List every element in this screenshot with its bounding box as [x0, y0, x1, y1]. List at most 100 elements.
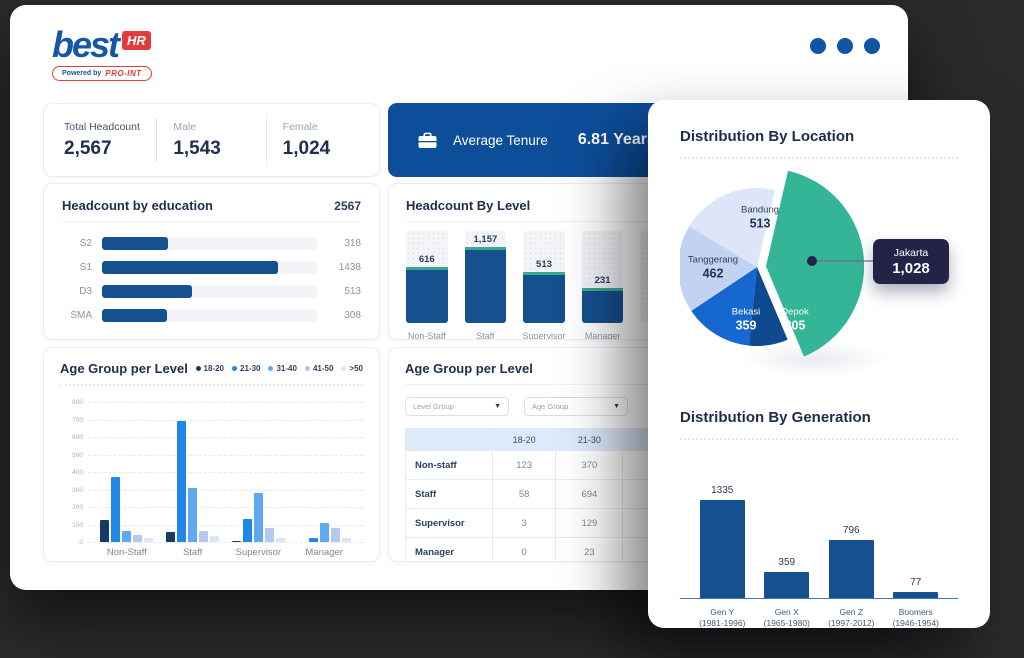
generation-name: Gen X [774, 607, 799, 617]
divider [406, 221, 682, 222]
besthr-logo: best HR Powered by PRO-INT [52, 24, 152, 82]
menu-dot [837, 38, 853, 54]
tenure-label: Average Tenure [453, 132, 548, 148]
distribution-panel: Distribution By Location Jakarta 1,028 D… [648, 100, 990, 628]
legend-dot-icon [268, 366, 274, 371]
legend-item[interactable]: 31-40 [268, 364, 297, 373]
location-pie-chart: Jakarta 1,028 Depok 205 Bekasi 359 Tanggeran… [680, 163, 958, 395]
bar [341, 538, 351, 542]
stat-male: Male 1,543 [157, 121, 265, 160]
menu-dot [864, 38, 880, 54]
generation-name: Gen Y [710, 607, 735, 617]
education-category-label: D3 [79, 286, 92, 297]
legend-item[interactable]: 18-20 [195, 364, 224, 373]
pie-slice-bekasi[interactable] [691, 267, 757, 346]
pie-slice-tanggerang[interactable] [680, 226, 757, 311]
pie-slice-label: Tanggerang 462 [688, 254, 738, 282]
age-chart-xlabels: Non-Staff Staff Supervisor Manager [88, 547, 363, 558]
logo-hr-badge: HR [122, 31, 151, 50]
bar [464, 247, 507, 323]
pie-slice-depok[interactable] [748, 267, 788, 347]
generation-years: (1965-1980) [763, 618, 810, 629]
legend-dot-icon [195, 366, 201, 371]
level-group-dropdown[interactable]: Level Group ▼ [405, 397, 509, 416]
table-row-label: Supervisor [405, 508, 493, 538]
bar [581, 288, 624, 323]
level-category-label: Manager [584, 331, 621, 340]
table-cell: 123 [491, 450, 557, 480]
divider [62, 221, 361, 222]
bar-value-label: 359 [778, 557, 796, 568]
table-cell: 23 [555, 537, 624, 561]
pie-label-name: Bandung [740, 204, 780, 216]
bar [253, 493, 263, 542]
age-bar-group [94, 477, 160, 542]
education-row: D3 513 [62, 285, 361, 298]
age-bar-group [291, 523, 357, 542]
table-header-row: 18-20 21-30 [405, 428, 683, 451]
table-cell: 694 [555, 479, 624, 509]
level-category-label: Staff [476, 331, 495, 340]
bar [177, 421, 187, 542]
bar-value-label: 616 [418, 254, 435, 265]
legend-dot-icon [232, 366, 238, 371]
level-chart-title: Headcount By Level [406, 198, 531, 213]
tooltip-anchor-dot [807, 256, 817, 266]
generation-bar-column: 359 [755, 468, 820, 598]
pie-slice-label: Bandung 513 [741, 204, 779, 232]
bar-track [102, 285, 317, 298]
education-row: SMA 308 [62, 309, 361, 322]
y-axis-tick-label: 400 [72, 469, 83, 476]
pie-label-name: Depok [781, 306, 809, 318]
age-group-dropdown[interactable]: Age Group ▼ [524, 397, 628, 416]
table-row: Non-staff 123 370 [405, 450, 683, 480]
briefcase-icon [418, 132, 437, 149]
gridline [88, 472, 363, 473]
age-bar-groups [88, 402, 363, 542]
y-axis-tick-label: 500 [72, 451, 83, 459]
education-value: 308 [344, 310, 361, 321]
legend-label: 41-50 [312, 364, 334, 373]
table-cell: 0 [491, 537, 557, 561]
logo-brand-text: best [52, 24, 120, 65]
stat-value: 1,024 [282, 137, 331, 159]
generation-years: (1946-1954) [892, 618, 939, 629]
level-bar-column: 513 Supervisor [522, 231, 566, 339]
bar [199, 531, 209, 542]
table-header-cell: 18-20 [491, 428, 557, 451]
education-category-label: SMA [70, 310, 92, 321]
bar [111, 477, 121, 542]
x-axis-category-label: Supervisor [235, 547, 282, 558]
level-category-label: Supervisor [522, 331, 566, 340]
age-chart-legend: 18-20 21-30 31-40 41-50 >50 [195, 364, 363, 373]
level-chart-card: Headcount By Level 616 Non-Staff 1,157 Staf… [388, 183, 700, 340]
bar-value-label: 796 [842, 525, 860, 536]
education-chart-card: Headcount by education 2567 S2 318 S1 1438 D… [43, 183, 380, 340]
table-cell: 3 [491, 508, 557, 538]
y-axis-tick-label: 200 [72, 504, 83, 511]
bar [122, 531, 132, 542]
x-axis-category-label: Gen Y (1981-1996) [690, 607, 755, 629]
y-axis-tick-label: 800 [72, 399, 83, 406]
pie-slice-label: Depok 205 [781, 306, 808, 334]
menu-dots-icon[interactable] [810, 38, 880, 54]
level-category-label: Non-Staff [407, 331, 446, 340]
education-row: S2 318 [62, 237, 361, 250]
bar [144, 538, 154, 542]
dropdown-label: Level Group [413, 402, 454, 411]
divider [405, 384, 683, 385]
legend-item[interactable]: 41-50 [304, 364, 334, 373]
legend-item[interactable]: 21-30 [232, 364, 260, 373]
legend-item[interactable]: >50 [341, 364, 363, 373]
pie-slice-label: Bekasi 359 [732, 306, 761, 334]
gridline [88, 542, 363, 543]
gridline [88, 489, 363, 491]
table-row: Supervisor 3 129 [405, 508, 683, 538]
menu-dot [810, 38, 826, 54]
generation-years: (1997-2012) [828, 618, 875, 629]
bar [242, 519, 252, 542]
bar [102, 261, 279, 274]
pie-slice-bandung[interactable] [689, 187, 775, 267]
tenure-value: 6.81 Years [577, 131, 656, 148]
generation-chart: 1335 359 796 77 [680, 468, 958, 598]
